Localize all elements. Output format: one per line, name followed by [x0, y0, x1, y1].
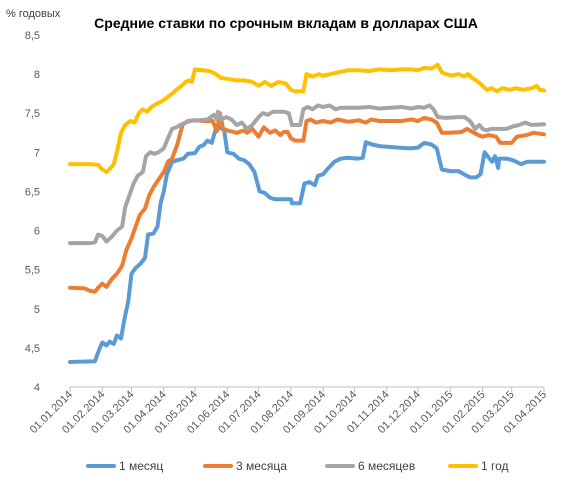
x-axis: 01.01.201401.02.201401.03.201401.04.2014…	[28, 386, 549, 436]
y-tick-label: 5,5	[25, 265, 40, 277]
legend-label: 1 год	[481, 459, 509, 473]
plot-area	[68, 62, 546, 364]
legend-label: 3 месяца	[236, 459, 287, 473]
y-axis-unit: % годовых	[6, 8, 61, 20]
y-tick-label: 6	[34, 226, 40, 238]
y-axis: 4 4,5 5 5,5 6 6,5 7 7,5 8 8,5	[25, 30, 40, 394]
y-tick-label: 4	[34, 382, 40, 394]
y-tick-label: 6,5	[25, 186, 40, 198]
series-line	[68, 125, 546, 364]
series-line	[68, 111, 546, 294]
legend: 1 месяц 3 месяца 6 месяцев 1 год	[86, 459, 509, 473]
y-tick-label: 5	[34, 304, 40, 316]
y-tick-label: 4,5	[25, 343, 40, 355]
legend-label: 1 месяц	[119, 459, 163, 473]
y-tick-label: 7,5	[25, 108, 40, 120]
chart-title: Средние ставки по срочным вкладам в долл…	[94, 15, 478, 31]
y-tick-label: 8	[34, 69, 40, 81]
series-line	[68, 62, 546, 174]
series-line	[68, 103, 546, 246]
y-tick-label: 8,5	[25, 30, 40, 42]
y-tick-label: 7	[34, 147, 40, 159]
legend-label: 6 месяцев	[358, 459, 415, 473]
